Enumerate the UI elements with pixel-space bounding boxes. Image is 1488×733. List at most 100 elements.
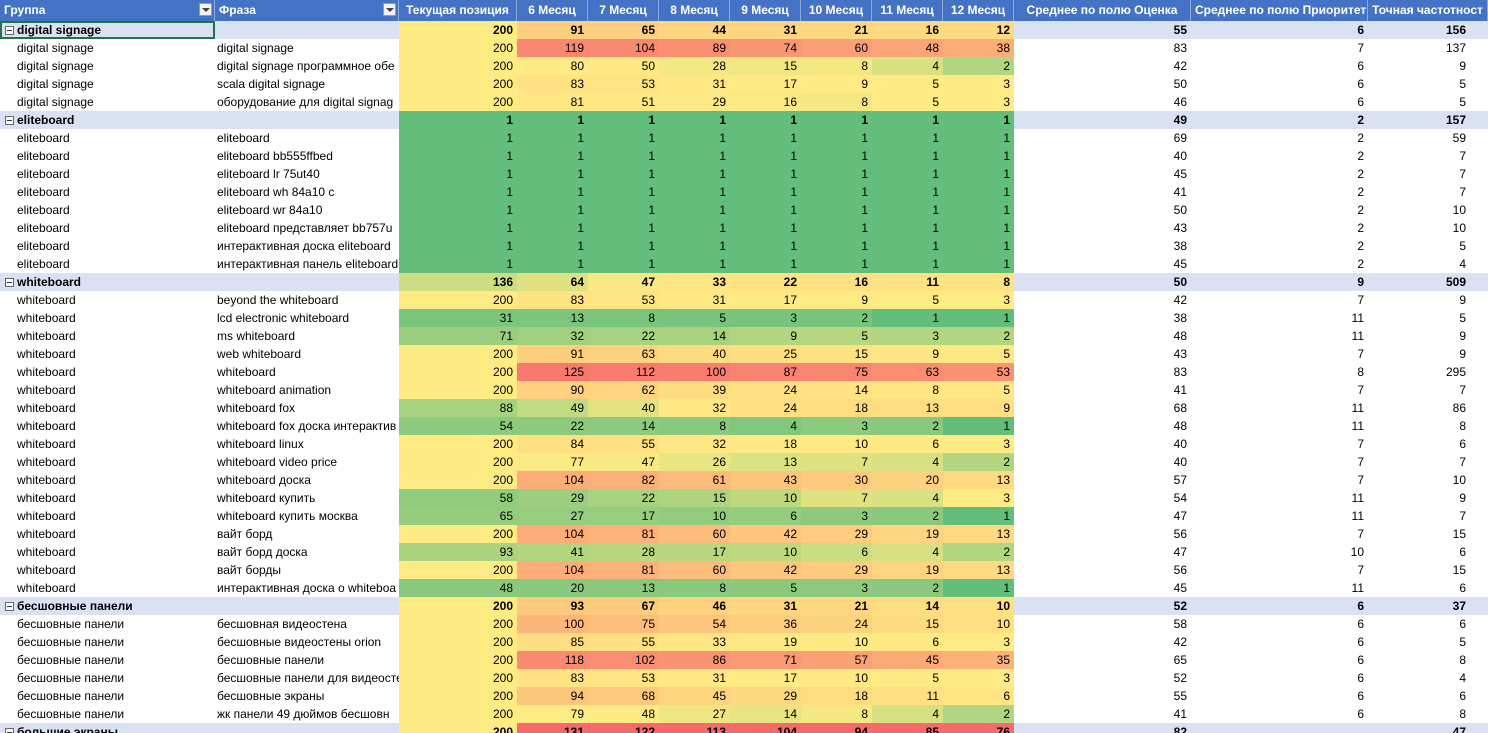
cell: 42 [1014,291,1191,309]
cell: 1 [399,147,517,165]
value: 55 [1173,23,1187,37]
cell: 4 [872,705,943,723]
filter-button[interactable] [383,3,396,16]
cell: 42 [730,561,801,579]
cell: 1 [517,237,588,255]
subtotal-row: digital signage 200 91 65 44 31 21 16 12 55 6 156 [0,21,1488,39]
value: 10 [996,599,1010,613]
cell: 4 [872,57,943,75]
value: 75 [641,617,655,631]
cell: whiteboard [0,345,215,363]
value: 7 [1357,41,1364,55]
value: 20 [570,581,584,595]
cell: 15 [801,345,872,363]
cell: 48 [1014,417,1191,435]
phrase: whiteboard video price [217,455,338,469]
cell: 131 [517,723,588,733]
cell: 5 [1368,93,1488,111]
cell: 9 [1368,327,1488,345]
value: 1 [719,185,726,199]
cell: 6 [801,543,872,561]
cell: 47 [1368,723,1488,733]
group-name: whiteboard [17,383,76,397]
cell: 9 [1368,345,1488,363]
cell: 21 [801,21,872,39]
cell: 8 [659,417,730,435]
cell: 1 [517,129,588,147]
cell: 1 [730,147,801,165]
cell: 4 [1368,255,1488,273]
cell: 1 [588,255,659,273]
collapse-toggle[interactable] [5,116,14,126]
group-name: whiteboard [17,437,76,451]
cell: 50 [1014,75,1191,93]
value: 1 [577,131,584,145]
value: 15 [854,347,868,361]
value: 56 [1173,527,1187,541]
cell: 14 [588,417,659,435]
cell: 6 [943,687,1014,705]
cell: lcd electronic whiteboard [215,309,399,327]
value: 200 [492,95,513,109]
value: 13 [570,311,584,325]
cell: бесшовные панели [0,705,215,723]
value: 91 [570,347,584,361]
collapse-toggle[interactable] [5,728,14,733]
cell: 55 [588,435,659,453]
value: 11 [1351,581,1364,595]
value: 200 [492,365,513,379]
cell: 200 [399,363,517,381]
cell: 60 [659,525,730,543]
phrase: scala digital signage [217,77,326,91]
cell: 55 [588,633,659,651]
value: 509 [1445,275,1466,289]
value: 17 [641,509,655,523]
value: 1 [719,257,726,271]
phrase: интерактивная панель eliteboard [217,257,399,271]
collapse-toggle[interactable] [5,26,14,36]
cell: 7 [1191,381,1368,399]
value: 57 [1173,473,1187,487]
data-row: eliteboard интерактивная панель eliteboar… [0,255,1488,273]
value: 6 [1357,77,1364,91]
cell: 57 [801,651,872,669]
cell: 5 [1368,309,1488,327]
value: 18 [783,437,797,451]
value: 9 [1357,275,1364,289]
value: 62 [641,383,655,397]
value: 1 [719,149,726,163]
cell: 42 [1014,57,1191,75]
column-header: Среднее по полю Оценка [1014,0,1191,21]
value: 1 [577,239,584,253]
cell: 7 [1368,507,1488,525]
data-row: бесшовные панели бесшовная видеостена 200 1… [0,615,1488,633]
collapse-toggle[interactable] [5,602,14,612]
collapse-toggle[interactable] [5,278,14,288]
cell: 1 [943,255,1014,273]
filter-button[interactable] [199,3,212,16]
data-row: digital signage scala digital signage 200 8… [0,75,1488,93]
value: 1 [861,113,868,127]
cell: 7 [1191,471,1368,489]
value: 1 [506,239,513,253]
value: 13 [996,527,1010,541]
value: 1 [1003,239,1010,253]
value: 3 [1003,77,1010,91]
value: 24 [854,617,868,631]
value: 52 [1173,671,1187,685]
cell: бесшовная видеостена [215,615,399,633]
value: 1 [1003,221,1010,235]
value: 54 [499,419,513,433]
value: 125 [563,365,584,379]
value: 1 [1003,581,1010,595]
data-row: whiteboard интерактивная доска о whiteboa… [0,579,1488,597]
value: 10 [1452,473,1466,487]
value: 6 [1459,581,1466,595]
value: 1 [790,167,797,181]
value: 75 [854,365,868,379]
cell: 55 [1014,21,1191,39]
group-name: whiteboard [17,419,76,433]
cell: 1 [588,201,659,219]
value: 200 [492,293,513,307]
value: 2 [932,581,939,595]
